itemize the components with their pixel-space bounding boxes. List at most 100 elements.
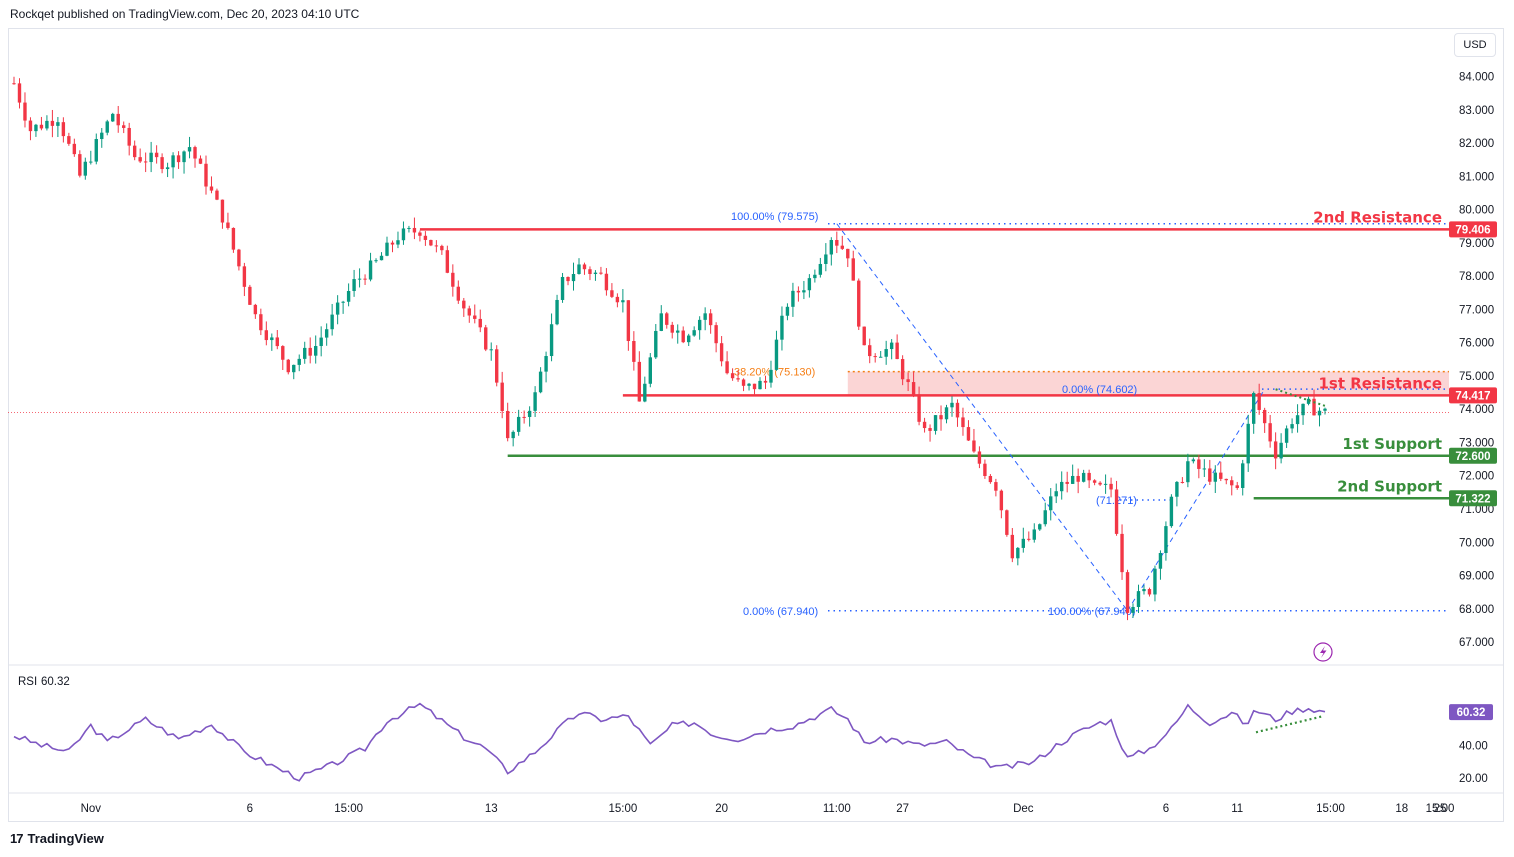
fib-trend-line (836, 223, 1128, 612)
candle (237, 249, 241, 267)
price-axis-tick: 73.000 (1459, 437, 1494, 449)
level-price-tag-text: 79.406 (1455, 224, 1490, 236)
candle (944, 407, 949, 420)
candle (231, 227, 236, 250)
level-label: 1st Support (1342, 435, 1442, 453)
candle (511, 431, 515, 439)
price-axis-tick: 75.000 (1459, 371, 1494, 383)
candle (1295, 415, 1300, 425)
candle (100, 132, 104, 140)
candle (281, 346, 285, 360)
candle (248, 286, 252, 305)
candle (319, 337, 323, 347)
price-axis-tick: 84.000 (1459, 72, 1494, 84)
candle (1169, 496, 1174, 527)
candle (994, 482, 998, 491)
candle (23, 102, 27, 121)
candle (341, 301, 345, 303)
candle (45, 120, 49, 129)
candle (456, 286, 461, 301)
tradingview-logo: 17 TradingView (10, 831, 104, 846)
candle (1202, 468, 1207, 470)
candle (829, 240, 834, 255)
candle (577, 264, 581, 275)
candle (451, 272, 455, 287)
candle (1175, 481, 1179, 497)
price-axis-tick: 72.000 (1459, 471, 1494, 483)
candle (1114, 489, 1119, 534)
candle (1131, 606, 1135, 613)
candle (1043, 510, 1047, 525)
candle (538, 371, 543, 393)
level-price-tag-text: 72.600 (1455, 451, 1490, 463)
candle (56, 122, 60, 126)
lightning-icon[interactable] (1313, 642, 1333, 662)
rsi-value-tag-text: 60.32 (1457, 707, 1486, 719)
price-axis-tick: 78.000 (1459, 271, 1494, 283)
price-axis-tick: 70.000 (1459, 537, 1494, 549)
candle (122, 125, 126, 128)
candle (1301, 403, 1305, 416)
candle (50, 120, 55, 126)
candle (983, 463, 987, 476)
candle (111, 113, 115, 122)
candle (1158, 553, 1163, 569)
candle (390, 242, 395, 245)
time-axis-tick: 11 (1231, 803, 1243, 815)
candle (396, 240, 400, 245)
rsi-title: RSI (18, 676, 37, 688)
candle (516, 416, 521, 432)
candle (198, 158, 203, 164)
level-price-tag-text: 71.322 (1455, 493, 1490, 505)
price-axis-tick: 83.000 (1459, 105, 1494, 117)
candle (204, 163, 208, 187)
candle (28, 120, 33, 132)
candle (154, 152, 159, 158)
candle (1136, 591, 1141, 607)
candle (752, 383, 757, 390)
candle (928, 428, 932, 431)
candle (1317, 410, 1322, 416)
candle (324, 329, 329, 338)
candle (692, 330, 696, 336)
candle (407, 227, 411, 229)
candle (588, 269, 592, 275)
candle (314, 346, 318, 356)
candle (1070, 475, 1075, 484)
candle (292, 364, 296, 373)
candle (462, 300, 466, 309)
candle (61, 122, 66, 137)
candle (813, 274, 817, 279)
candle (988, 475, 993, 483)
tradingview-logo-mark: 17 (10, 831, 24, 846)
candle (681, 330, 685, 343)
time-axis-tick: 11:00 (823, 803, 851, 815)
candle (840, 245, 844, 249)
price-axis-tick: 82.000 (1459, 138, 1494, 150)
candle (933, 415, 938, 431)
candle (758, 380, 762, 390)
rsi-value: 60.32 (41, 676, 70, 688)
candle (127, 127, 131, 146)
candle (89, 161, 93, 163)
candle (670, 324, 674, 333)
fib-label: 100.00% (79.575) (731, 211, 818, 223)
rsi-value-tag (1449, 704, 1493, 721)
candle (495, 349, 499, 383)
candle (165, 167, 170, 170)
candle (352, 279, 356, 292)
tradingview-brand: TradingView (27, 831, 104, 846)
candle (818, 263, 823, 275)
candle (209, 186, 214, 191)
candle (626, 300, 631, 342)
candle (846, 248, 850, 259)
time-axis-tick: 6 (1163, 803, 1169, 815)
candle (253, 304, 258, 315)
candle (1262, 409, 1267, 424)
candle (1092, 480, 1097, 483)
level-label: 1st Resistance (1318, 374, 1442, 392)
candle (648, 357, 652, 384)
currency-button[interactable]: USD (1454, 33, 1496, 57)
candle (34, 124, 38, 132)
candle (966, 427, 971, 441)
